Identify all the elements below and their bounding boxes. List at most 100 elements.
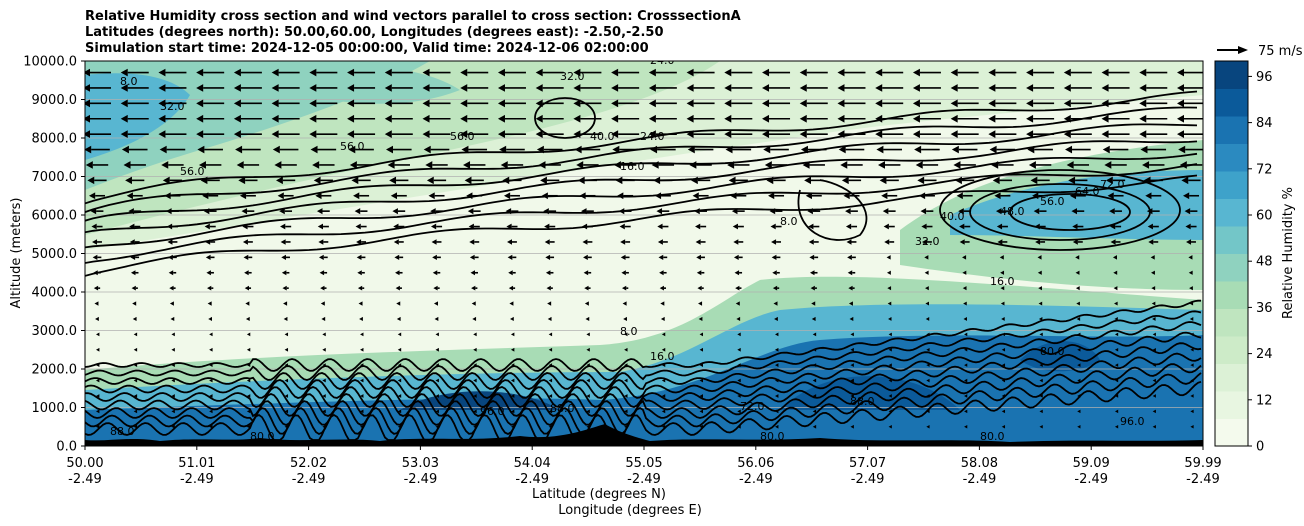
y-tick-label: 1000.0 — [32, 401, 78, 416]
wind-vector — [699, 378, 703, 383]
wind-vector — [433, 285, 440, 291]
wind-vector — [318, 254, 328, 260]
wind-vector — [1101, 68, 1130, 77]
wind-vector — [1026, 68, 1055, 77]
wind-vector — [624, 409, 628, 414]
wind-vector — [435, 394, 439, 398]
wind-vector — [926, 424, 930, 429]
wind-vector — [1026, 130, 1055, 138]
wind-vector — [953, 161, 976, 169]
wind-vector — [847, 270, 856, 276]
wind-vector — [1112, 255, 1117, 260]
colorbar-segment — [1215, 336, 1248, 364]
wind-vector — [1113, 270, 1118, 275]
wind-vector — [206, 270, 214, 276]
wind-vector — [85, 114, 111, 123]
x-tick-label-lat: 59.99 — [1184, 456, 1221, 471]
wind-vector — [875, 114, 904, 123]
wind-vector — [875, 84, 904, 92]
wind-vector — [763, 145, 789, 154]
wind-vector — [988, 130, 1017, 138]
wind-vector — [878, 161, 901, 169]
wind-vector — [733, 239, 744, 245]
wind-vector — [207, 285, 214, 291]
wind-vector — [467, 208, 481, 215]
wind-vector — [1114, 347, 1119, 352]
wind-vector — [1101, 114, 1130, 123]
wind-vector — [168, 270, 177, 276]
colorbar-tick-label: 24 — [1256, 347, 1273, 362]
wind-vector — [280, 223, 292, 230]
contour-label: 40.0 — [940, 210, 965, 223]
wind-vector — [90, 208, 104, 215]
wind-vector — [384, 99, 413, 108]
wind-vector — [281, 254, 290, 260]
wind-vector — [166, 208, 179, 215]
wind-vector — [241, 208, 255, 215]
wind-vector — [1152, 409, 1156, 414]
wind-vector — [497, 114, 526, 123]
wind-vector — [964, 332, 968, 337]
colorbar-segment — [1215, 226, 1248, 254]
wind-vector — [132, 301, 137, 306]
wind-vector — [1145, 192, 1162, 200]
wind-vector — [730, 192, 747, 200]
wind-vector — [964, 394, 968, 398]
wind-vector — [964, 424, 968, 429]
wind-vector — [809, 254, 819, 260]
wind-vector — [535, 84, 564, 92]
wind-vector — [96, 378, 100, 383]
wind-vector — [875, 68, 904, 77]
x-tick-label-lat: 59.09 — [1073, 456, 1110, 471]
x-tick-label-lon: -2.49 — [68, 472, 102, 487]
wind-vector — [238, 176, 258, 185]
wind-vector — [243, 254, 253, 260]
wind-vector — [648, 99, 677, 108]
wind-vector — [360, 409, 364, 414]
wind-vector — [1077, 378, 1081, 383]
wind-vector — [358, 301, 363, 306]
wind-vector — [133, 363, 138, 368]
wind-vector — [510, 394, 515, 398]
wind-vector — [548, 378, 553, 383]
wind-vector — [699, 409, 703, 414]
wind-vector — [1065, 145, 1091, 154]
wind-vector — [205, 239, 216, 245]
wind-vector — [661, 409, 666, 414]
wind-vector — [538, 161, 561, 169]
wind-vector — [129, 223, 141, 230]
contour-label: 8.0 — [620, 325, 638, 338]
wind-vector — [510, 378, 515, 383]
wind-vector — [271, 68, 300, 77]
wind-vector — [384, 68, 413, 77]
wind-vector — [497, 68, 526, 77]
wind-vector — [621, 270, 629, 276]
wind-vector — [584, 285, 591, 291]
wind-vector — [950, 114, 979, 123]
wind-vector — [964, 378, 968, 383]
contour-line — [85, 140, 1198, 234]
wind-vector — [547, 316, 552, 322]
wind-vector — [422, 68, 451, 77]
wind-vector — [771, 254, 781, 260]
wind-vector — [435, 424, 439, 429]
wind-vector — [347, 68, 376, 77]
wind-vector — [1190, 394, 1194, 398]
wind-vector — [1104, 161, 1127, 169]
contour-label: 32.0 — [915, 235, 940, 248]
wind-vector — [1188, 270, 1193, 275]
wind-vector — [204, 223, 216, 230]
contour-label: 80.0 — [250, 430, 275, 443]
contour-label: 16.0 — [620, 160, 645, 173]
wind-vector — [1039, 378, 1043, 383]
wind-vector — [1075, 255, 1080, 260]
wind-vector — [196, 68, 225, 77]
contour-label: 32.0 — [560, 70, 585, 83]
wind-vector — [133, 378, 138, 383]
wind-vector — [733, 254, 743, 260]
wind-vector — [850, 347, 854, 352]
wind-vector — [573, 130, 602, 138]
x-axis-label: Latitude (degrees N) — [532, 487, 666, 502]
contour-label: 56.0 — [450, 130, 475, 143]
wind-vector — [548, 409, 553, 414]
